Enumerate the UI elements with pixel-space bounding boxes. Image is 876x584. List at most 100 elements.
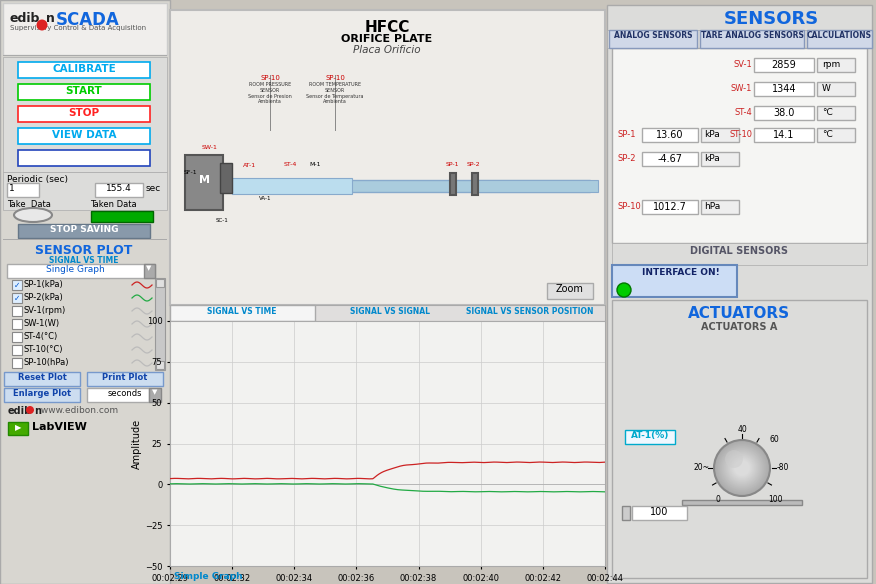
Bar bbox=[700, 30, 804, 48]
Text: 1: 1 bbox=[9, 184, 15, 193]
Circle shape bbox=[740, 466, 744, 470]
Bar bbox=[12, 358, 22, 368]
Bar bbox=[149, 388, 161, 402]
Text: ST-4: ST-4 bbox=[283, 162, 297, 167]
Text: ▶: ▶ bbox=[15, 423, 21, 432]
Text: SIGNAL VS SENSOR POSITION: SIGNAL VS SENSOR POSITION bbox=[466, 307, 594, 316]
Text: 60: 60 bbox=[770, 436, 780, 444]
Bar bbox=[87, 388, 149, 402]
Text: ST-4: ST-4 bbox=[734, 108, 752, 117]
Circle shape bbox=[714, 440, 770, 496]
Text: SC-1: SC-1 bbox=[215, 218, 229, 223]
Bar bbox=[18, 84, 150, 100]
Bar bbox=[642, 128, 698, 142]
Bar bbox=[12, 332, 22, 342]
Bar bbox=[701, 200, 739, 214]
Bar bbox=[754, 106, 814, 120]
Text: ▼: ▼ bbox=[146, 265, 152, 271]
Text: SP-10: SP-10 bbox=[260, 75, 280, 81]
Text: SW-1: SW-1 bbox=[202, 145, 218, 150]
Text: SAVE DATA: SAVE DATA bbox=[52, 152, 116, 162]
Bar bbox=[87, 372, 163, 386]
Circle shape bbox=[617, 283, 631, 297]
Circle shape bbox=[723, 449, 761, 487]
Text: SP-1: SP-1 bbox=[617, 130, 635, 139]
Text: TARE ANALOG SENSORS: TARE ANALOG SENSORS bbox=[701, 31, 803, 40]
Circle shape bbox=[739, 465, 745, 471]
Text: AT-1: AT-1 bbox=[244, 163, 257, 168]
Text: Take  Data: Take Data bbox=[7, 200, 51, 209]
Text: 38.0: 38.0 bbox=[774, 108, 795, 118]
Text: AT-1(%): AT-1(%) bbox=[631, 431, 669, 440]
Text: Zoom: Zoom bbox=[556, 284, 584, 294]
Text: kPa: kPa bbox=[704, 154, 720, 163]
Bar bbox=[547, 283, 593, 299]
Bar bbox=[7, 264, 155, 278]
Bar bbox=[450, 173, 456, 195]
Text: VIEW DATA: VIEW DATA bbox=[52, 130, 117, 140]
Bar bbox=[625, 430, 675, 444]
Text: ▼: ▼ bbox=[152, 389, 158, 395]
Bar bbox=[12, 345, 22, 355]
Bar bbox=[3, 3, 167, 55]
Text: Placa Orificio: Placa Orificio bbox=[353, 45, 420, 55]
Bar bbox=[7, 183, 39, 197]
Text: INTERFACE ON!: INTERFACE ON! bbox=[642, 268, 720, 277]
Text: SENSOR PLOT: SENSOR PLOT bbox=[35, 244, 132, 257]
Circle shape bbox=[26, 406, 34, 414]
Bar bbox=[18, 62, 150, 78]
Bar bbox=[472, 173, 478, 195]
Circle shape bbox=[722, 448, 762, 488]
Circle shape bbox=[736, 462, 748, 474]
Text: ACTUATORS A: ACTUATORS A bbox=[701, 322, 777, 332]
Bar bbox=[642, 152, 698, 166]
Bar bbox=[170, 10, 605, 305]
Circle shape bbox=[720, 446, 764, 490]
Text: ST-10(°C): ST-10(°C) bbox=[24, 345, 63, 354]
Text: SENSORS: SENSORS bbox=[724, 10, 819, 28]
Text: edib: edib bbox=[10, 12, 40, 25]
Bar bbox=[12, 280, 22, 290]
Bar bbox=[220, 180, 590, 192]
Bar bbox=[607, 30, 872, 48]
Text: 0: 0 bbox=[715, 495, 720, 505]
Text: SP-10(hPa): SP-10(hPa) bbox=[24, 358, 69, 367]
Bar bbox=[95, 183, 143, 197]
Text: ✓: ✓ bbox=[14, 294, 20, 303]
Text: M: M bbox=[199, 175, 209, 185]
Bar bbox=[612, 48, 867, 243]
Text: 155.4: 155.4 bbox=[106, 184, 132, 193]
Text: ROOM PRESSURE
SENSOR
Sensor de Presion
Ambienta: ROOM PRESSURE SENSOR Sensor de Presion A… bbox=[248, 82, 292, 105]
Circle shape bbox=[721, 447, 763, 489]
Text: seconds: seconds bbox=[108, 389, 143, 398]
Circle shape bbox=[737, 463, 747, 473]
Bar bbox=[817, 128, 855, 142]
Text: Periodic (sec): Periodic (sec) bbox=[7, 175, 68, 184]
Text: Supervisory Control & Data Acquisition: Supervisory Control & Data Acquisition bbox=[10, 25, 146, 31]
Text: -80: -80 bbox=[777, 464, 789, 472]
Bar bbox=[754, 82, 814, 96]
Circle shape bbox=[724, 450, 760, 486]
Bar bbox=[3, 55, 167, 56]
Text: Single Graph: Single Graph bbox=[46, 265, 104, 274]
Text: edib: edib bbox=[8, 406, 32, 416]
Bar bbox=[682, 500, 802, 505]
Bar bbox=[12, 306, 22, 316]
Circle shape bbox=[727, 453, 757, 483]
Y-axis label: Amplitude: Amplitude bbox=[132, 419, 142, 468]
Text: 13.60: 13.60 bbox=[656, 130, 684, 140]
Text: Taken Data: Taken Data bbox=[90, 200, 137, 209]
Bar bbox=[4, 388, 80, 402]
Bar bbox=[18, 224, 150, 238]
Text: Print Plot: Print Plot bbox=[102, 373, 148, 382]
Bar bbox=[612, 265, 737, 297]
Text: hPa: hPa bbox=[704, 202, 720, 211]
Bar bbox=[609, 30, 697, 48]
Circle shape bbox=[730, 456, 754, 480]
Text: n: n bbox=[46, 12, 55, 25]
Text: SV-1(rpm): SV-1(rpm) bbox=[24, 306, 67, 315]
Text: SP-1(kPa): SP-1(kPa) bbox=[24, 280, 64, 289]
Circle shape bbox=[738, 464, 746, 472]
Text: SP-2: SP-2 bbox=[466, 162, 480, 167]
Bar bbox=[8, 422, 28, 435]
